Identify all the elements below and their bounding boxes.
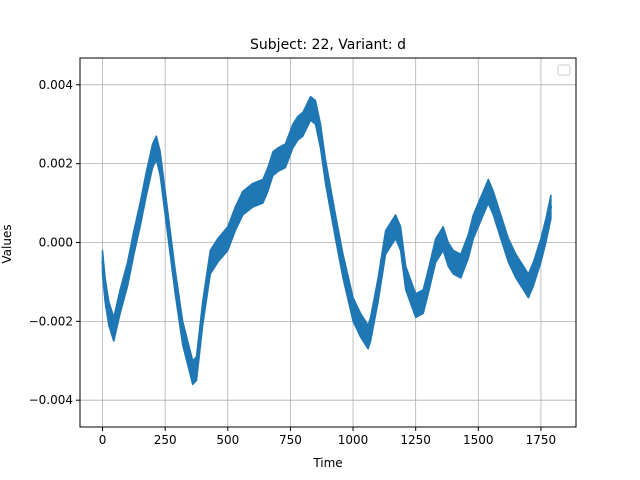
data-point xyxy=(309,107,312,110)
x-tick-label: 250 xyxy=(154,433,177,447)
data-point xyxy=(414,304,417,307)
data-point xyxy=(234,217,237,220)
data-point xyxy=(487,190,490,193)
data-point xyxy=(261,190,265,193)
data-point xyxy=(319,134,322,138)
data-point xyxy=(103,288,107,291)
data-point xyxy=(341,265,345,268)
data-point xyxy=(186,351,189,355)
data-point xyxy=(271,162,275,165)
data-point xyxy=(118,300,122,303)
data-point xyxy=(492,201,495,205)
data-point xyxy=(384,241,387,244)
x-tick-label: 1750 xyxy=(526,433,557,447)
data-point xyxy=(145,182,148,185)
y-tick-label: 0.004 xyxy=(39,78,73,92)
data-point xyxy=(226,237,229,240)
x-tick-label: 0 xyxy=(99,433,107,447)
legend-box xyxy=(557,64,571,76)
data-point xyxy=(527,284,530,288)
data-point xyxy=(549,205,553,209)
data-point xyxy=(266,178,270,181)
data-point xyxy=(389,233,392,236)
data-point xyxy=(522,276,525,280)
data-point xyxy=(366,335,370,339)
data-point xyxy=(166,221,169,224)
data-point xyxy=(296,127,300,130)
data-point xyxy=(434,249,437,252)
data-point xyxy=(314,111,317,114)
data-point xyxy=(499,225,502,228)
data-point xyxy=(291,134,295,138)
data-point xyxy=(532,272,535,276)
data-point xyxy=(301,123,305,126)
data-point xyxy=(241,201,244,205)
x-tick-label: 1250 xyxy=(400,433,431,447)
data-point xyxy=(107,312,111,315)
ticks: 0 250 500 750 1000 1250 1500 1750 −0.004 −0.002 0.… xyxy=(29,78,557,447)
data-point xyxy=(276,158,280,161)
data-point xyxy=(452,261,455,264)
data-point xyxy=(324,170,327,173)
data-point xyxy=(394,225,397,228)
y-axis-label: Values xyxy=(0,224,14,263)
data-point xyxy=(181,332,184,335)
data-point xyxy=(138,213,142,217)
data-point xyxy=(447,253,450,256)
data-point xyxy=(209,261,212,264)
data-point xyxy=(195,367,198,370)
data-point xyxy=(399,237,402,240)
y-tick-label: 0.000 xyxy=(39,236,73,250)
data-point xyxy=(472,225,475,228)
data-point xyxy=(442,237,445,240)
data-point xyxy=(151,154,154,157)
data-point xyxy=(467,245,470,248)
series-band xyxy=(101,95,552,386)
data-point xyxy=(155,146,158,150)
data-point xyxy=(539,249,543,252)
data-point xyxy=(284,154,287,157)
x-tick-label: 1000 xyxy=(338,433,369,447)
data-point xyxy=(427,280,430,284)
data-point xyxy=(514,265,518,268)
data-point xyxy=(359,324,362,327)
data-point xyxy=(132,241,136,244)
x-tick-label: 1500 xyxy=(463,433,494,447)
data-point xyxy=(191,371,194,374)
x-tick-label: 500 xyxy=(216,433,239,447)
y-tick-label: 0.002 xyxy=(39,157,73,171)
y-tick-label: −0.004 xyxy=(29,393,73,407)
data-point xyxy=(376,288,380,291)
y-tick-label: −0.002 xyxy=(29,314,73,328)
data-point xyxy=(334,225,337,228)
data-point xyxy=(369,328,372,331)
data-point xyxy=(201,312,204,315)
data-point xyxy=(101,261,104,264)
x-axis-label: Time xyxy=(312,456,342,470)
data-point xyxy=(159,162,162,165)
data-point xyxy=(216,249,219,252)
data-point xyxy=(329,197,332,201)
chart-title: Subject: 22, Variant: d xyxy=(250,37,406,53)
data-point xyxy=(459,265,462,268)
data-point xyxy=(544,229,548,232)
data-point xyxy=(251,194,254,197)
series-line xyxy=(101,107,552,374)
data-point xyxy=(507,249,510,252)
data-point xyxy=(174,280,177,284)
x-tick-label: 750 xyxy=(279,433,302,447)
data-point xyxy=(351,308,355,311)
data-point xyxy=(422,300,425,303)
data-point xyxy=(126,272,129,276)
series-layer xyxy=(101,95,553,386)
data-point xyxy=(482,201,485,205)
data-point xyxy=(404,276,407,280)
data-point xyxy=(112,328,116,331)
